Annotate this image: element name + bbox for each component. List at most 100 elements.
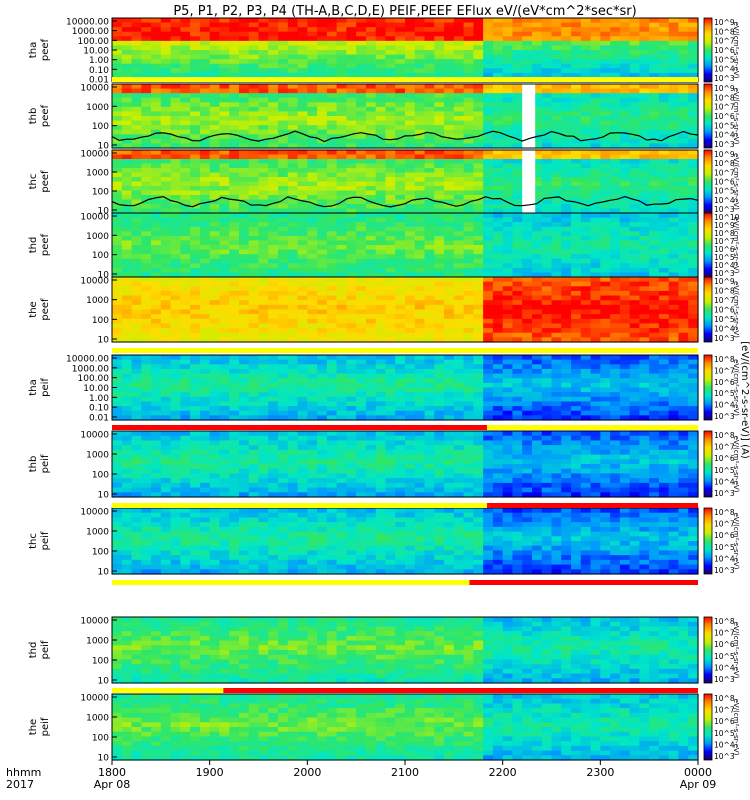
spectrogram-cell [229, 217, 240, 223]
spectrogram-cell [561, 84, 572, 90]
spectrogram-cell [112, 290, 123, 297]
spectrogram-cell [688, 208, 699, 214]
spectrogram-cell [112, 410, 123, 416]
spectrogram-cell [668, 45, 680, 51]
spectrogram-cell [356, 286, 367, 292]
spectrogram-cell [336, 159, 347, 165]
spectrogram-cell [336, 281, 347, 287]
spectrogram-cell [326, 378, 338, 384]
spectrogram-cell [151, 249, 162, 255]
spectrogram-cell [541, 272, 553, 278]
spectrogram-cell [571, 254, 582, 260]
spectrogram-cell [258, 18, 269, 24]
spectrogram-cell [131, 355, 142, 361]
colorbar-tick-label: 10^10 [714, 213, 740, 222]
spectrogram-cell [112, 240, 123, 246]
spectrogram-cell [453, 281, 465, 287]
spectrogram-cell [160, 235, 172, 242]
spectrogram-cell [590, 217, 601, 223]
spectrogram-cell [571, 382, 582, 389]
spectrogram-cell [639, 168, 650, 174]
spectrogram-cell [336, 116, 347, 122]
spectrogram-cell [463, 154, 474, 160]
spectrogram-cell [238, 36, 250, 42]
spectrogram-cell [463, 318, 474, 325]
spectrogram-cell [414, 355, 426, 361]
spectrogram-cell [209, 50, 221, 56]
spectrogram-cell [287, 40, 299, 47]
spectrogram-cell [512, 68, 523, 74]
spectrogram-cell [483, 72, 494, 79]
spectrogram-cell [180, 281, 191, 287]
spectrogram-cell [209, 410, 221, 416]
spectrogram-cell [610, 217, 621, 223]
spectrogram-cell [278, 410, 289, 416]
spectrogram-cell [287, 392, 299, 398]
spectrogram-cell [307, 309, 318, 315]
spectrogram-cell [209, 323, 221, 329]
colorbar-tick-label: 10^3 [714, 140, 735, 149]
spectrogram-cell [580, 163, 592, 169]
spectrogram-cell [492, 263, 504, 269]
spectrogram-cell [414, 332, 426, 338]
spectrogram-cell [141, 231, 152, 237]
spectrogram-cell [219, 263, 230, 269]
spectrogram-cell [590, 323, 601, 329]
spectrogram-cell [531, 401, 543, 407]
spectrogram-cell [346, 199, 357, 205]
spectrogram-cells [112, 84, 699, 149]
spectrogram-cell [238, 213, 250, 219]
spectrogram-cell [209, 267, 221, 274]
spectrogram-cell [414, 22, 426, 28]
spectrogram-cell [248, 195, 260, 201]
spectrogram-cell [551, 186, 562, 192]
spectrogram-cell [317, 59, 328, 65]
spectrogram-cell [170, 88, 181, 94]
spectrogram-cell [424, 281, 435, 287]
spectrogram-cell [658, 54, 670, 60]
spectrogram-cell [580, 40, 592, 47]
spectrogram-cell [170, 382, 181, 389]
spectrogram-cell [688, 93, 699, 99]
spectrogram-cell [112, 84, 123, 90]
spectrogram-cell [453, 304, 465, 311]
spectrogram-cell [131, 190, 142, 196]
spectrogram-cell [326, 263, 338, 269]
spectrogram-cell [590, 213, 601, 219]
spectrogram-cell [248, 382, 260, 389]
spectrogram-cell [571, 277, 582, 283]
spectrogram-cell [688, 50, 699, 56]
spectrogram-cell [424, 168, 435, 174]
spectrogram-cell [619, 337, 631, 343]
spectrogram-cell [414, 129, 426, 135]
spectrogram-cell [483, 382, 494, 389]
spectrogram-cell [678, 159, 689, 165]
spectrogram-cell [268, 277, 279, 283]
spectrogram-cell [229, 382, 240, 389]
spectrogram-cell [199, 406, 211, 412]
spectrogram-cell [112, 72, 123, 79]
spectrogram-cell [160, 364, 172, 370]
spectrogram-cell [649, 88, 660, 94]
spectrogram-cell [649, 332, 660, 338]
spectrogram-cell [151, 410, 162, 416]
spectrogram-cell [131, 31, 142, 37]
spectrogram-cell [590, 314, 601, 320]
spectrogram-cell [678, 186, 689, 192]
spectrogram-cell [531, 249, 543, 255]
spectrogram-cell [375, 406, 387, 412]
spectrogram-cell [385, 159, 396, 165]
spectrogram-cell [444, 378, 455, 384]
spectrogram-cell [268, 382, 279, 389]
spectrogram-cell [600, 208, 611, 214]
spectrogram-cell [619, 318, 631, 325]
spectrogram-cell [229, 396, 240, 403]
spectrogram-cell [551, 355, 562, 361]
spectrogram-cell [190, 172, 201, 178]
spectrogram-cell [326, 217, 338, 223]
spectrogram-cell [356, 249, 367, 255]
spectrogram-cell [571, 286, 582, 292]
spectrogram-cell [170, 181, 181, 187]
spectrogram-cell [492, 50, 504, 56]
spectrogram-cell [160, 378, 172, 384]
